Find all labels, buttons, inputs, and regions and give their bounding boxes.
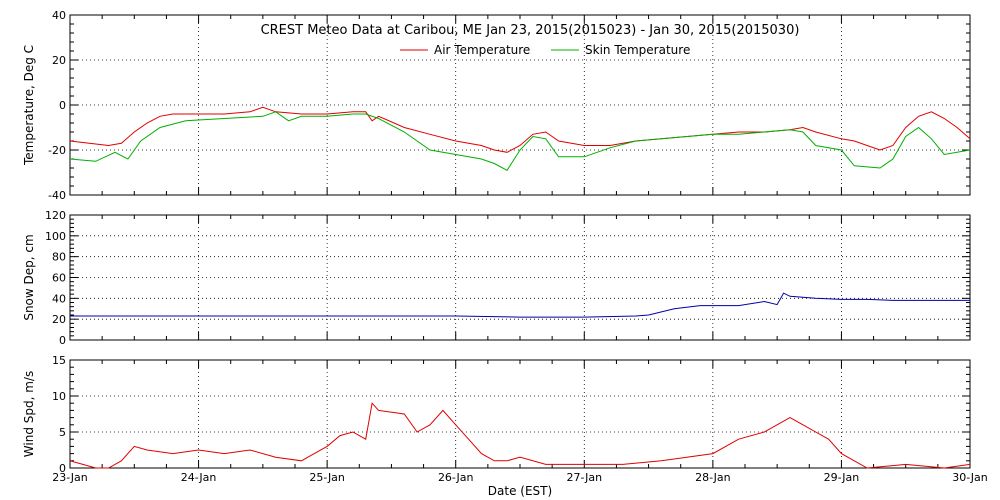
y-axis-label: Wind Spd, m/s: [22, 371, 36, 457]
x-tick-label: 29-Jan: [824, 471, 860, 484]
y-tick-label: 0: [59, 462, 66, 475]
y-tick-label: 60: [52, 272, 66, 285]
y-tick-label: 100: [45, 230, 66, 243]
y-axis-label: Snow Dep, cm: [22, 234, 36, 320]
y-tick-label: 120: [45, 209, 66, 222]
series-line: [70, 292, 970, 318]
y-tick-label: 0: [59, 99, 66, 112]
chart-canvas: -40 -20 0 20 40 Temperature, Deg C Air Tempera…: [22, 9, 988, 484]
panel-1: -40 -20 0 20 40 Temperature, Deg C Air Tempera…: [22, 9, 971, 202]
y-tick-label: -20: [48, 144, 66, 157]
y-tick-label: 40: [52, 9, 66, 22]
legend-label: Air Temperature: [434, 43, 530, 57]
legend-label: Skin Temperature: [585, 43, 690, 57]
y-tick-label: 20: [52, 313, 66, 326]
x-tick-label: 23-Jan: [52, 471, 88, 484]
series-line: [69, 402, 971, 469]
series-line: [69, 111, 971, 171]
y-tick-label: 0: [59, 334, 66, 347]
series-line: [69, 106, 971, 153]
y-tick-label: 10: [52, 390, 66, 403]
panel-3: 0 5 10 15 Wind Spd, m/s 23-Jan 24-Jan 25-Jan 26-…: [22, 354, 988, 484]
x-tick-label: 26-Jan: [438, 471, 474, 484]
x-tick-label: 24-Jan: [181, 471, 217, 484]
y-tick-label: 5: [59, 426, 66, 439]
x-tick-label: 28-Jan: [695, 471, 731, 484]
panel-2: 0 20 40 60 80 100 120 Snow Dep, cm: [22, 209, 971, 347]
x-axis-label: Date (EST): [488, 484, 552, 498]
plot-frame: [69, 359, 971, 469]
y-tick-label: 15: [52, 354, 66, 367]
chart-title: CREST Meteo Data at Caribou, ME Jan 23, …: [261, 23, 800, 38]
y-tick-label: -40: [48, 189, 66, 202]
y-tick-label: 40: [52, 292, 66, 305]
y-tick-label: 20: [52, 54, 66, 67]
x-tick-label: 27-Jan: [567, 471, 603, 484]
y-tick-label: 80: [52, 251, 66, 264]
x-tick-label: 25-Jan: [309, 471, 345, 484]
y-axis-label: Temperature, Deg C: [22, 45, 36, 166]
x-tick-label: 30-Jan: [952, 471, 988, 484]
